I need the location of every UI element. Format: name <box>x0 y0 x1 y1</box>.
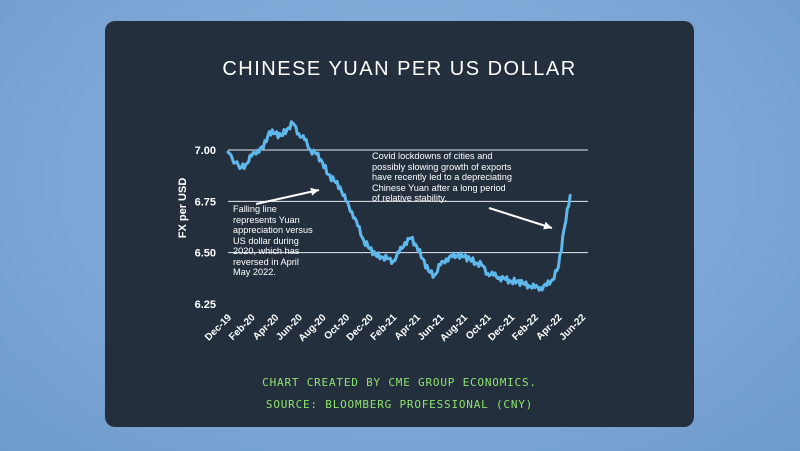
x-tick-label: Jun-22 <box>558 312 589 343</box>
annotation-falling-line: Falling line represents Yuan appreciatio… <box>233 204 313 277</box>
annotation-arrow-falling-head <box>310 187 319 196</box>
chart-panel <box>105 21 694 427</box>
y-tick-label: 6.25 <box>195 299 216 311</box>
y-tick-label: 6.75 <box>195 196 216 208</box>
cny-line <box>226 120 572 292</box>
chart-title: CHINESE YUAN PER US DOLLAR <box>222 58 577 80</box>
y-tick-label: 6.50 <box>195 248 216 260</box>
footer-source: SOURCE: BLOOMBERG PROFESSIONAL (CNY) <box>265 398 534 411</box>
y-axis-label: FX per USD <box>177 178 189 239</box>
annotation-arrow-covid <box>488 207 553 229</box>
y-tick-label: 7.00 <box>195 145 216 157</box>
annotation-arrow-falling <box>255 189 320 205</box>
footer-credit: CHART CREATED BY CME GROUP ECONOMICS. <box>262 376 537 389</box>
annotation-covid: Covid lockdowns of cities and possibly s… <box>372 151 512 203</box>
annotation-arrow-covid-head <box>543 221 552 230</box>
